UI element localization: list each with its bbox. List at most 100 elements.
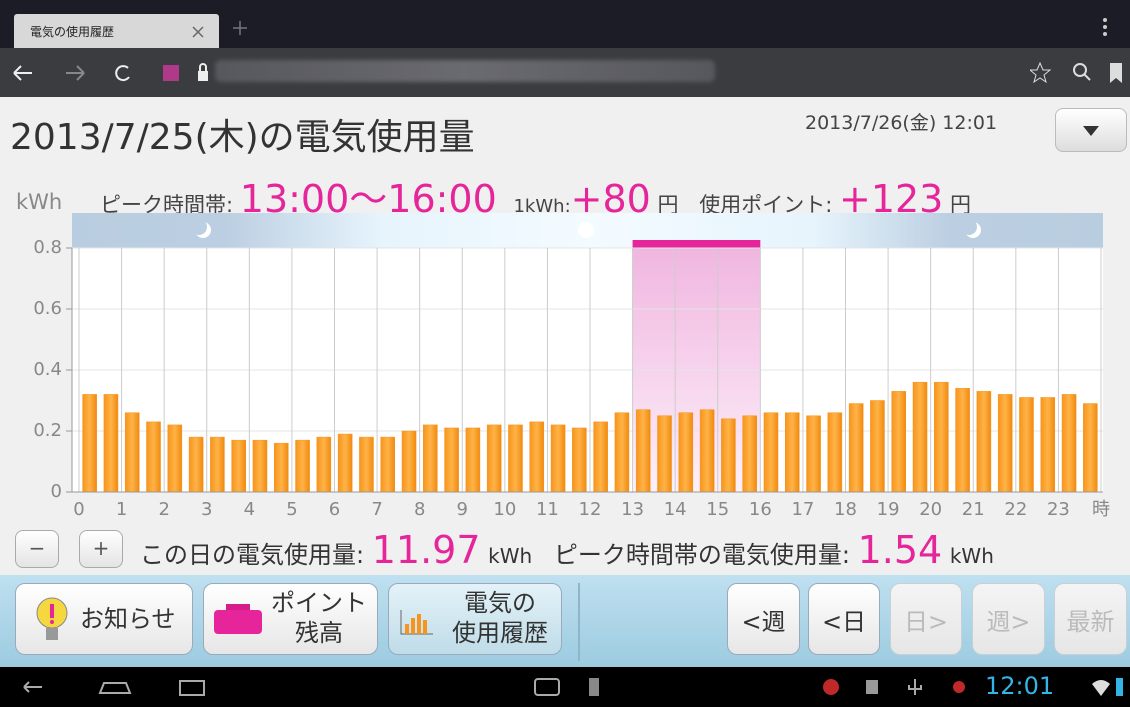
tab[interactable]: 電気の使用履歴 <box>14 14 219 48</box>
status-icons <box>823 679 965 695</box>
x-tick-label: 1 <box>116 499 127 520</box>
y-axis-label: kWh <box>16 190 63 214</box>
latest-button[interactable]: 最新 <box>1054 583 1127 655</box>
moon-shadow <box>191 219 207 235</box>
bar <box>337 433 353 493</box>
points-label-line: ポイント <box>271 589 367 617</box>
dropdown-icon <box>1083 126 1099 136</box>
x-tick-label: 9 <box>457 499 468 520</box>
bar <box>231 439 246 493</box>
bar <box>423 424 438 493</box>
divider <box>578 583 580 661</box>
y-tick-label: 0.4 <box>33 359 62 380</box>
zoom-in-button[interactable]: + <box>79 530 123 568</box>
menu-icon[interactable] <box>1100 16 1110 38</box>
x-tick-label: 15 <box>706 499 729 520</box>
x-tick-label: 6 <box>329 499 340 520</box>
bulb-icon <box>36 597 68 640</box>
moon-shadow <box>961 219 977 235</box>
bar <box>742 415 757 493</box>
bar <box>635 409 651 493</box>
bar <box>210 436 225 493</box>
close-icon[interactable] <box>192 26 204 38</box>
bar <box>82 394 97 493</box>
bar <box>316 436 332 493</box>
bar <box>167 424 183 493</box>
x-tick-label: 14 <box>664 499 687 520</box>
prev-day-button[interactable]: <日 <box>808 583 880 655</box>
points-unit: 円 <box>950 193 972 217</box>
sun <box>578 222 594 238</box>
x-tick-label: 23 <box>1047 499 1070 520</box>
bar <box>678 412 694 493</box>
bar <box>273 442 289 493</box>
bar <box>359 436 374 493</box>
bar <box>806 415 821 493</box>
bar <box>295 439 310 493</box>
wallet-icon <box>214 604 262 634</box>
bar <box>146 421 161 493</box>
points-button[interactable]: ポイント 残高 <box>203 583 378 655</box>
x-tick-label: 16 <box>749 499 772 520</box>
rate-unit: 円 <box>657 193 679 217</box>
bar <box>188 436 204 493</box>
notice-button[interactable]: お知らせ <box>15 583 193 655</box>
bar <box>763 412 779 493</box>
bar <box>934 381 949 493</box>
tab-title: 電気の使用履歴 <box>30 25 115 39</box>
next-day-button[interactable]: 日> <box>890 583 962 655</box>
bar <box>593 421 608 493</box>
y-tick-label: 0.2 <box>33 420 62 441</box>
points-label-line: 残高 <box>295 619 343 647</box>
nav-icons[interactable] <box>10 60 210 86</box>
history-label-line: 電気の <box>464 589 536 617</box>
system-nav[interactable] <box>20 675 210 699</box>
bar <box>721 418 736 493</box>
x-tick-label: 10 <box>493 499 516 520</box>
x-tick-label: 17 <box>791 499 814 520</box>
bar <box>997 394 1013 493</box>
zoom-out-button[interactable]: − <box>15 530 59 568</box>
system-bar <box>0 667 1130 707</box>
bar <box>699 409 715 493</box>
bar <box>465 427 481 493</box>
bar <box>572 427 587 493</box>
x-tick-label: 5 <box>286 499 297 520</box>
x-tick-label: 19 <box>877 499 900 520</box>
x-tick-label: 2 <box>158 499 169 520</box>
bar <box>529 421 545 493</box>
bar <box>1019 397 1034 493</box>
bar <box>1040 397 1056 493</box>
y-tick-label: 0 <box>51 481 62 502</box>
chart: 00.20.40.60.80 1 2 3 4 5 6 7 8 9 10 11 12 13 14 15 16 17 1… <box>33 213 1110 520</box>
new-tab-icon[interactable] <box>232 20 248 36</box>
notice-label: お知らせ <box>80 605 176 633</box>
prev-week-button[interactable]: <週 <box>727 583 800 655</box>
x-tick-label: 13 <box>621 499 644 520</box>
bar <box>976 391 992 493</box>
day-value: 11.97 <box>371 528 481 572</box>
peak-marker <box>632 240 761 248</box>
axis-frame <box>71 248 1103 493</box>
x-tick-label: 21 <box>962 499 985 520</box>
page-title: 2013/7/25(木)の電気使用量 <box>10 117 475 158</box>
dropdown-button[interactable] <box>1055 108 1127 152</box>
y-tick-label: 0.6 <box>33 298 62 319</box>
url-field[interactable] <box>215 60 715 82</box>
y-tick-label: 0.8 <box>33 237 62 258</box>
history-label-line: 使用履歴 <box>452 619 548 647</box>
signal-icons <box>1092 678 1123 696</box>
x-axis-label: 時 <box>1092 499 1110 520</box>
bar <box>827 412 843 493</box>
address-actions[interactable] <box>1030 60 1125 86</box>
rate-label: 1kWh: <box>513 196 571 217</box>
bar <box>252 439 268 493</box>
bar <box>1083 403 1098 493</box>
next-week-button[interactable]: 週> <box>972 583 1045 655</box>
bar <box>784 412 800 493</box>
clock: 12:01 <box>985 672 1055 700</box>
day-label: この日の電気使用量: <box>140 541 365 569</box>
history-button[interactable]: 電気の 使用履歴 <box>388 583 562 655</box>
bar <box>124 412 140 493</box>
